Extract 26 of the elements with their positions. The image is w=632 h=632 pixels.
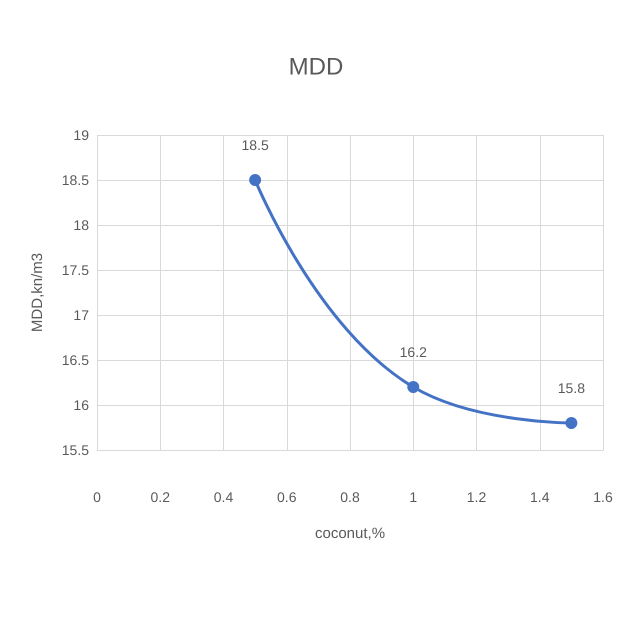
x-tick-label: 1.6 [593, 489, 613, 505]
y-tick-label: 19 [73, 127, 90, 143]
data-label: 18.5 [242, 137, 269, 153]
y-tick-label: 16 [73, 397, 90, 413]
x-axis-title: coconut,% [314, 525, 386, 542]
x-tick-label: 1.4 [530, 489, 550, 505]
data-label: 16.2 [400, 344, 428, 360]
point [407, 381, 420, 393]
data-label: 15.8 [558, 380, 586, 396]
chart-title: MDD [288, 54, 344, 80]
x-tick-label: 0 [93, 489, 102, 505]
y-tick-label: 15.5 [62, 442, 90, 458]
x-tick-label: 0.4 [214, 489, 234, 505]
y-tick-label: 18.5 [62, 172, 90, 188]
x-tick-label: 0.8 [340, 489, 360, 505]
y-tick-label: 16.5 [62, 352, 90, 368]
y-tick-label: 18 [73, 217, 90, 233]
point [565, 417, 578, 429]
y-axis-title: MDD,kn/m3 [29, 252, 46, 332]
y-tick-label: 17.5 [62, 262, 90, 278]
point [249, 174, 262, 186]
x-tick-label: 0.6 [277, 489, 297, 505]
x-tick-label: 0.2 [150, 489, 170, 505]
y-tick-label: 17 [73, 307, 90, 323]
x-tick-label: 1.2 [466, 489, 486, 505]
x-tick-label: 1 [409, 489, 418, 505]
